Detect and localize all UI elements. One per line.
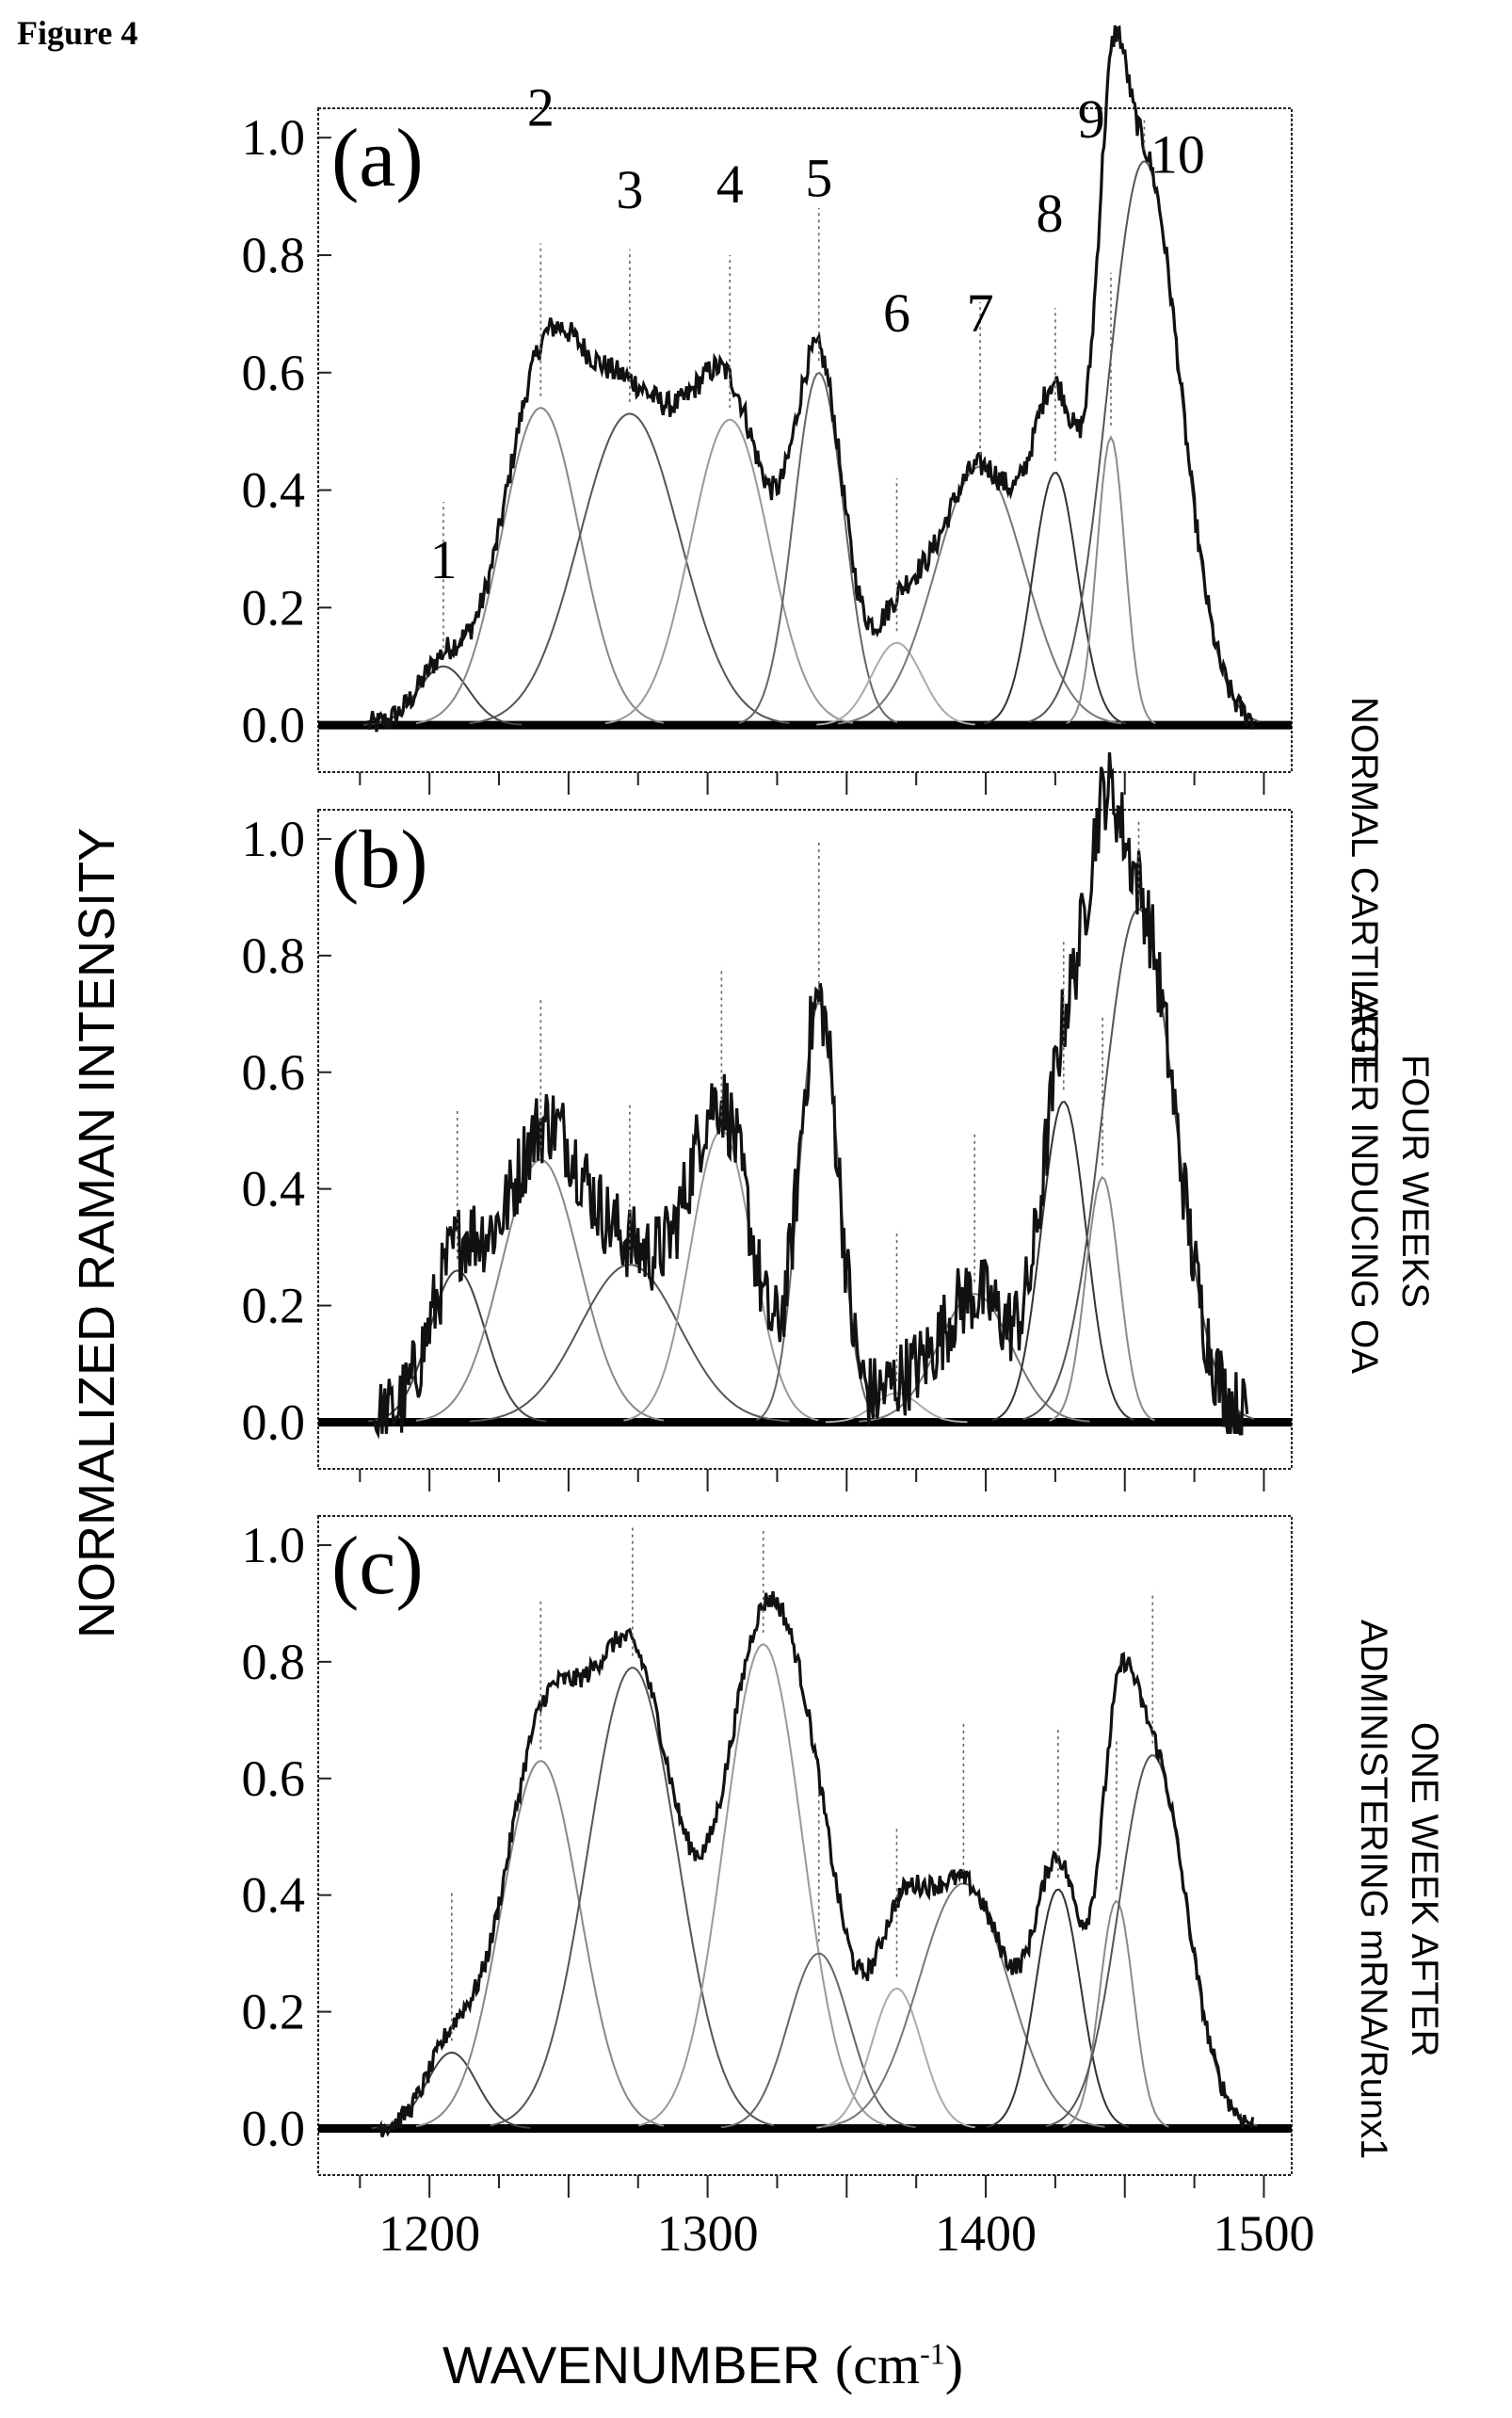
fitted-peak-8: [986, 1888, 1130, 2128]
fitted-peak-9: [1049, 1175, 1156, 1422]
fitted-peak-9: [1066, 435, 1156, 725]
y-tick-label: 0.2: [242, 1984, 306, 2040]
fitted-peak-6: [816, 641, 975, 726]
fitted-peak-9: [1062, 1899, 1169, 2128]
y-tick-label: 0.8: [242, 1634, 306, 1690]
fitted-peak-3: [469, 412, 790, 725]
y-tick-label: 0.6: [242, 1750, 306, 1807]
fitted-peak-10: [1045, 1754, 1258, 2128]
x-axis-label: WAVENUMBER: [442, 2335, 821, 2394]
panel-b-label: (b): [331, 814, 428, 906]
peak-number: 7: [967, 282, 994, 344]
fitted-peak-3: [469, 1264, 790, 1423]
fitted-peak-5: [720, 1952, 916, 2129]
panel-c-label: (c): [331, 1521, 424, 1612]
panel-c-frame: [317, 1515, 1293, 2176]
peak-number: 5: [805, 148, 832, 209]
measured-spectrum: [372, 751, 1249, 1440]
y-tick-label: 1.0: [242, 1517, 306, 1573]
fitted-peak-7: [820, 1882, 1105, 2128]
panel-a-frame: [317, 107, 1293, 773]
fitted-peak-10: [1028, 160, 1261, 723]
panel-b-frame: [317, 809, 1293, 1470]
x-tick-label: 1300: [657, 2205, 759, 2262]
y-tick-label: 0.2: [242, 1278, 306, 1334]
fitted-peak-8: [984, 472, 1127, 725]
peak-number: 2: [527, 77, 555, 138]
y-tick-label: 0.8: [242, 927, 306, 984]
y-tick-label: 0.0: [242, 2100, 306, 2156]
x-tick-label: 1200: [378, 2205, 480, 2262]
y-tick-label: 0.2: [242, 579, 306, 636]
x-axis-unit: (cm-1): [835, 2334, 963, 2395]
x-axis-unit-exponent: -1: [920, 2336, 945, 2371]
fitted-peak-5: [738, 371, 898, 724]
fitted-peak-8: [991, 1101, 1135, 1422]
y-tick-label: 0.6: [242, 1044, 306, 1101]
peak-number: 4: [716, 153, 744, 215]
peak-number: 8: [1036, 183, 1063, 244]
fitted-peak-2: [415, 407, 665, 725]
y-tick-label: 0.8: [242, 227, 306, 283]
fitted-peak-4: [638, 1643, 887, 2127]
fitted-peak-4: [604, 418, 854, 725]
peak-number: 1: [429, 529, 457, 590]
x-tick-label: 1400: [935, 2205, 1037, 2262]
x-tick-label: 1500: [1213, 2205, 1314, 2262]
y-tick-label: 0.0: [242, 697, 306, 753]
x-axis-label-group: WAVENUMBER (cm-1): [442, 2333, 963, 2396]
peak-number: 9: [1078, 89, 1105, 150]
panel-a: 0.0 0.2 0.4 0.6 0.8 1.0 (a) 1 23 4 5 6 789 10: [242, 24, 1293, 795]
peak-number: 6: [883, 282, 910, 344]
panel-b: 0.0 0.2 0.4 0.6 0.8 1.0 (b): [242, 751, 1293, 1491]
fitted-peak-2: [415, 1158, 665, 1422]
panel-a-label: (a): [331, 113, 424, 204]
peak-number: 3: [616, 159, 643, 220]
fitted-peak-3: [490, 1667, 775, 2127]
y-tick-label: 0.6: [242, 345, 306, 401]
y-tick-label: 0.4: [242, 1161, 306, 1217]
fitted-peak-2: [415, 1760, 665, 2128]
peak-number: 10: [1150, 124, 1205, 185]
y-tick-label: 0.4: [242, 1867, 306, 1924]
y-tick-label: 0.0: [242, 1394, 306, 1450]
fitted-peak-1: [371, 2051, 531, 2129]
fitted-peak-4: [623, 1129, 819, 1422]
y-tick-label: 0.4: [242, 462, 306, 519]
fitted-peak-10: [1022, 908, 1255, 1421]
y-tick-label: 1.0: [242, 811, 306, 867]
measured-spectrum: [366, 24, 1255, 733]
measured-spectrum: [376, 1590, 1255, 2138]
fitted-peak-6: [816, 1987, 975, 2129]
x-axis-unit-close: ): [944, 2334, 964, 2395]
panel-c: 0.0 0.2 0.4 0.6 0.8 1.0 1200 1300 1400 1500 (c): [242, 1515, 1314, 2262]
x-axis-unit-base: (cm: [834, 2334, 921, 2395]
fitted-peak-1: [368, 1269, 547, 1423]
figure-title: Figure 4: [17, 14, 138, 52]
fitted-peak-7: [837, 465, 1122, 725]
y-tick-label: 1.0: [242, 109, 306, 166]
